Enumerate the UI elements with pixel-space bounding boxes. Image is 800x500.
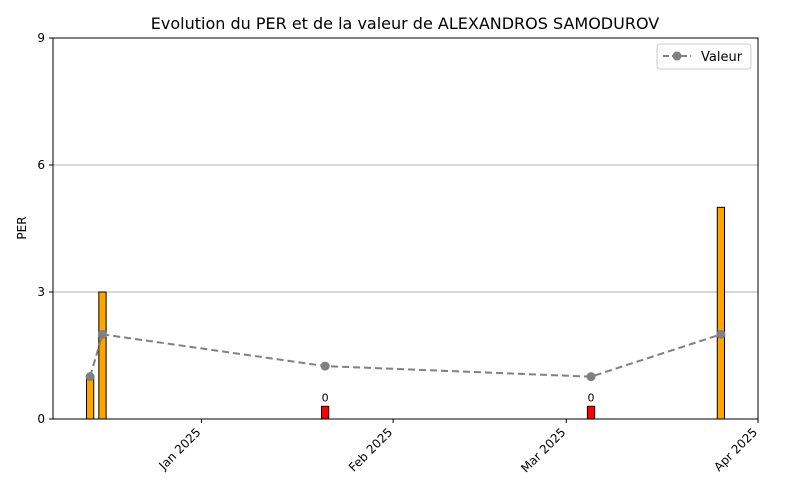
grid-lines [53,164,758,293]
y-tick-label: 6 [37,158,45,172]
x-tick-label: Mar 2025 [518,425,568,475]
valeur-point [320,361,330,371]
x-tick-label: Jan 2025 [156,425,204,473]
per-bar [586,405,596,420]
legend-marker [672,51,682,61]
legend-box [656,43,752,70]
y-axis-ticks: 0 3 6 9 [37,31,53,426]
y-axis-label: PER [15,216,29,239]
plot-frame [52,37,759,420]
per-bar [320,405,330,420]
series-group [85,329,726,382]
legend-entry-valeur: Valeur [701,50,743,65]
y-tick-label: 3 [37,285,45,299]
x-tick-label: Apr 2025 [711,425,760,474]
bar-value-label: 0 [322,391,329,404]
x-tick-label: Feb 2025 [346,425,395,474]
x-axis-ticks: Jan 2025 Feb 2025 Mar 2025 Apr 2025 [156,419,760,475]
chart-title: Evolution du PER et de la valeur de ALEX… [151,14,659,33]
per-bar [716,206,726,420]
valeur-point [586,372,596,382]
valeur-line [89,333,722,378]
per-bar [98,291,107,420]
y-tick-label: 0 [37,412,45,426]
legend: Valeur [656,43,752,70]
valeur-point [716,329,726,339]
y-tick-label: 9 [37,31,45,45]
bar-group [85,206,726,420]
per-bar [85,376,95,420]
valeur-point [85,372,95,382]
valeur-point [97,329,107,339]
bar-value-label: 0 [588,391,595,404]
